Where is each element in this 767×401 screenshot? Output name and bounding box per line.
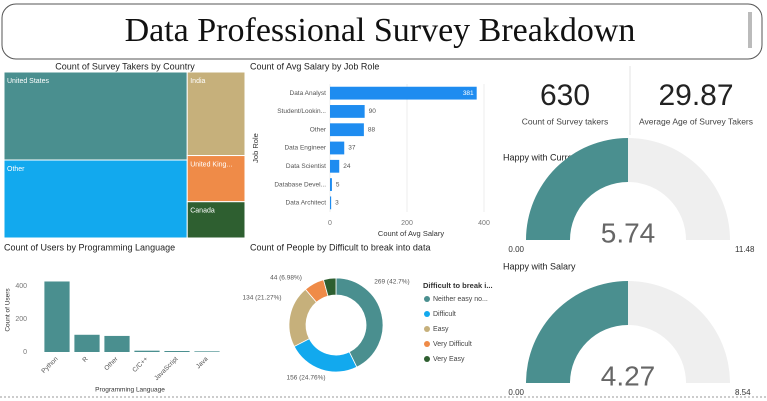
treemap-tile bbox=[186, 201, 246, 239]
x-tick-label: JavaScript bbox=[153, 356, 180, 383]
bar bbox=[330, 141, 345, 155]
chart-title: Count of People by Difficult to break in… bbox=[250, 242, 430, 252]
legend-label: Very Difficult bbox=[433, 341, 472, 348]
slice-label: 156 (24.76%) bbox=[286, 375, 325, 382]
bar bbox=[330, 159, 340, 173]
gauge-value bbox=[526, 281, 628, 383]
legend-label: Neither easy no... bbox=[433, 296, 488, 303]
gauge-min: 0.00 bbox=[508, 245, 524, 254]
bar bbox=[104, 335, 130, 352]
y-tick-label: 0 bbox=[23, 349, 27, 356]
legend-marker bbox=[424, 356, 430, 362]
tile-label: United King... bbox=[190, 161, 232, 168]
gauge-value-label: 5.74 bbox=[601, 217, 656, 248]
bar bbox=[74, 334, 100, 352]
gauge-value-label: 4.27 bbox=[601, 360, 656, 391]
page-title: Data Professional Survey Breakdown bbox=[125, 12, 636, 49]
bar bbox=[194, 351, 220, 352]
legend-marker bbox=[424, 326, 430, 332]
value-label: 3 bbox=[335, 200, 339, 207]
y-tick-label: Data Scientist bbox=[286, 163, 326, 170]
gauge-value bbox=[526, 138, 628, 240]
chart-title: Count of Avg Salary by Job Role bbox=[250, 61, 379, 71]
y-tick-label: 400 bbox=[15, 283, 27, 290]
y-tick-label: Other bbox=[310, 126, 327, 133]
x-axis-label: Programming Language bbox=[95, 387, 165, 394]
slice-label: 269 (42.7%) bbox=[374, 279, 409, 286]
value-label: 5 bbox=[336, 181, 340, 188]
legend-label: Difficult bbox=[433, 311, 456, 318]
scrollbar bbox=[748, 12, 752, 48]
y-tick-label: Student/Lookin... bbox=[277, 108, 326, 115]
kpi-label: Count of Survey takers bbox=[522, 116, 608, 126]
y-axis-label: Job Role bbox=[251, 133, 260, 163]
x-tick-label: 400 bbox=[478, 220, 490, 227]
y-axis-label: Count of Users bbox=[5, 288, 12, 332]
x-tick-label: 200 bbox=[401, 220, 413, 227]
bar bbox=[134, 350, 160, 352]
x-tick-label: C/C++ bbox=[131, 356, 149, 374]
slice-label: 134 (21.27%) bbox=[242, 295, 281, 302]
x-tick-label: Other bbox=[103, 355, 120, 372]
legend-marker bbox=[424, 296, 430, 302]
value-label: 24 bbox=[343, 163, 351, 170]
gauge-max: 8.54 bbox=[735, 388, 751, 397]
bar bbox=[330, 196, 332, 210]
x-tick-label: Python bbox=[40, 355, 60, 375]
donut-slice bbox=[335, 277, 384, 368]
bar bbox=[44, 281, 70, 352]
treemap-tile bbox=[186, 71, 246, 157]
legend-label: Very Easy bbox=[433, 356, 465, 363]
x-tick-label: R bbox=[81, 355, 89, 363]
y-tick-label: Data Analyst bbox=[290, 90, 327, 97]
legend-marker bbox=[424, 341, 430, 347]
legend-marker bbox=[424, 311, 430, 317]
donut-slice bbox=[323, 277, 337, 297]
treemap-tile bbox=[3, 71, 188, 161]
tile-label: India bbox=[190, 78, 205, 85]
y-tick-label: Database Devel... bbox=[274, 181, 326, 188]
tile-label: Canada bbox=[190, 208, 215, 215]
y-tick-label: 200 bbox=[15, 316, 27, 323]
x-axis-label: Count of Avg Salary bbox=[378, 229, 444, 238]
bar bbox=[330, 105, 365, 118]
kpi-label: Average Age of Survey Takers bbox=[639, 116, 753, 126]
chart-title: Happy with Salary bbox=[503, 261, 576, 271]
chart-title: Happy with Current Role bbox=[503, 152, 601, 162]
legend-title: Difficult to break i... bbox=[423, 281, 493, 290]
y-tick-label: Data Engineer bbox=[284, 145, 326, 152]
value-label: 381 bbox=[463, 90, 474, 97]
tile-label: United States bbox=[7, 78, 50, 85]
legend-label: Easy bbox=[433, 326, 449, 333]
treemap-tile bbox=[3, 159, 188, 239]
title-banner bbox=[1, 3, 763, 60]
donut-slice bbox=[293, 338, 358, 373]
value-label: 37 bbox=[348, 145, 356, 152]
slice-label: 44 (6.98%) bbox=[270, 275, 302, 282]
bar bbox=[330, 86, 477, 100]
value-label: 88 bbox=[368, 126, 376, 133]
tile-label: Other bbox=[7, 166, 25, 173]
gauge-min: 0.00 bbox=[508, 388, 524, 397]
x-tick-label: 0 bbox=[328, 220, 332, 227]
bar bbox=[330, 123, 364, 137]
kpi-value: 29.87 bbox=[658, 79, 733, 112]
y-tick-label: Data Architect bbox=[286, 200, 327, 207]
value-label: 90 bbox=[369, 108, 377, 115]
bar bbox=[164, 351, 190, 352]
gauge-max: 11.48 bbox=[735, 245, 755, 254]
chart-title: Count of Survey Takers by Country bbox=[55, 61, 195, 71]
kpi-value: 630 bbox=[540, 79, 590, 112]
bar bbox=[330, 178, 332, 191]
x-tick-label: Java bbox=[195, 355, 210, 370]
chart-title: Count of Users by Programming Language bbox=[4, 242, 175, 252]
